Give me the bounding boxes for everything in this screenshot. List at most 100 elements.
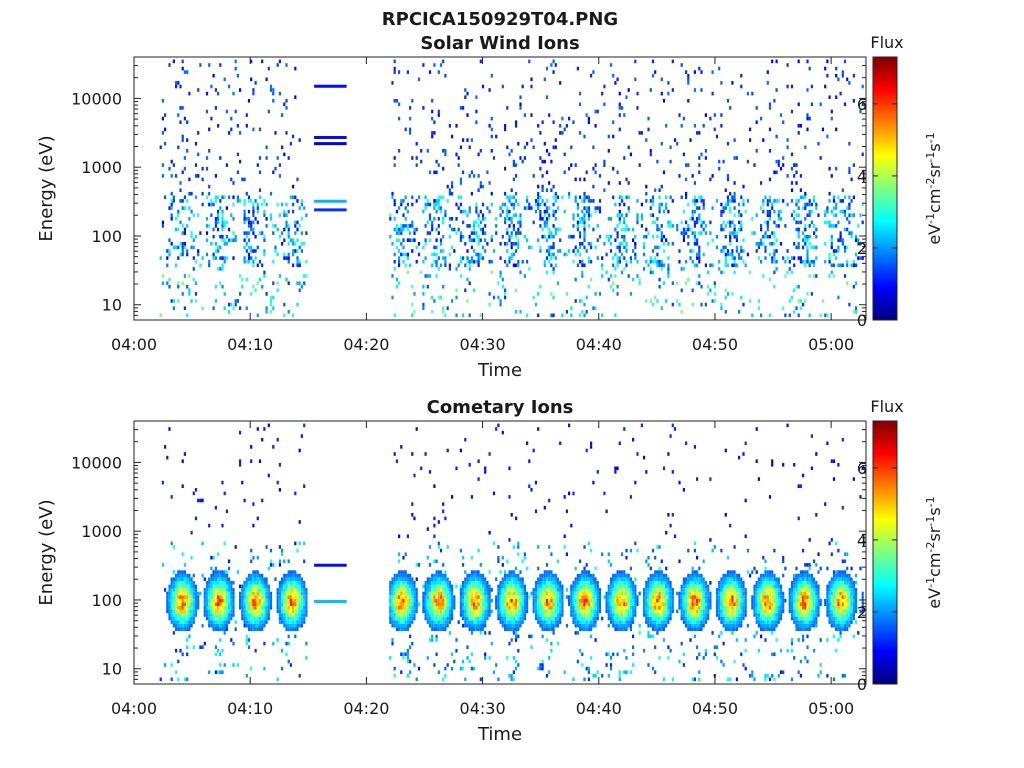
- flux-cell: [760, 181, 763, 185]
- flux-cell: [164, 588, 167, 592]
- flux-cell: [515, 588, 518, 592]
- flux-cell: [512, 573, 515, 578]
- flux-cell: [404, 584, 407, 589]
- flux-cell: [718, 166, 721, 171]
- flux-cell: [294, 627, 297, 632]
- flux-cell: [437, 670, 440, 674]
- flux-cell: [583, 220, 586, 225]
- flux-cell: [515, 634, 518, 639]
- flux-cell: [490, 127, 493, 132]
- flux-cell: [594, 602, 597, 606]
- flux-cell: [621, 613, 624, 617]
- flux-cell: [861, 102, 864, 107]
- flux-cell: [400, 595, 403, 599]
- flux-cell: [214, 584, 217, 589]
- flux-cell: [726, 263, 730, 268]
- flux-cell: [614, 595, 617, 599]
- flux-cell: [166, 455, 169, 460]
- flux-cell: [740, 84, 743, 89]
- flux-cell: [519, 213, 522, 217]
- flux-cell: [693, 181, 696, 185]
- flux-cell: [181, 620, 184, 624]
- flux-cell: [389, 602, 392, 606]
- flux-cell: [594, 170, 597, 175]
- flux-cell: [292, 602, 295, 606]
- flux-cell: [832, 224, 836, 228]
- flux-cell: [490, 73, 493, 78]
- flux-cell: [545, 602, 549, 606]
- flux-cell: [512, 545, 515, 549]
- flux-cell: [442, 623, 445, 628]
- flux-cell: [402, 598, 405, 603]
- flux-cell: [278, 274, 281, 278]
- flux-cell: [731, 249, 734, 253]
- flux-cell: [172, 602, 175, 606]
- flux-cell: [221, 616, 224, 621]
- flux-cell: [621, 195, 624, 200]
- flux-cell: [422, 595, 425, 599]
- flux-cell: [451, 588, 454, 592]
- flux-cell: [627, 227, 630, 232]
- flux-cell: [263, 213, 266, 217]
- flux-cell: [459, 209, 462, 214]
- flux-cell: [618, 677, 621, 682]
- flux-cell: [464, 623, 467, 628]
- flux-cell: [428, 584, 432, 589]
- flux-cell: [813, 245, 816, 250]
- flux-cell: [435, 252, 438, 257]
- flux-cell: [439, 598, 443, 603]
- flux-cell: [751, 313, 754, 318]
- flux-cell: [590, 609, 593, 614]
- flux-cell: [691, 217, 694, 221]
- flux-cell: [451, 584, 454, 589]
- flux-cell: [649, 206, 652, 210]
- flux-cell: [609, 591, 613, 596]
- flux-cell: [563, 252, 566, 257]
- flux-cell: [512, 620, 515, 624]
- flux-cell: [442, 509, 445, 514]
- flux-cell: [572, 491, 575, 496]
- flux-cell: [515, 659, 518, 664]
- flux-cell: [475, 234, 478, 239]
- flux-cell: [517, 259, 520, 264]
- flux-cell: [713, 113, 716, 117]
- flux-cell: [515, 124, 518, 128]
- flux-cell: [552, 616, 555, 621]
- flux-cell: [603, 84, 606, 89]
- flux-cell: [645, 191, 648, 196]
- flux-cell: [214, 88, 217, 92]
- flux-cell: [300, 595, 303, 599]
- flux-cell: [462, 595, 465, 599]
- flux-cell: [848, 141, 851, 146]
- flux-cell: [517, 220, 520, 225]
- flux-cell: [444, 73, 447, 78]
- flux-cell: [762, 274, 765, 278]
- flux-cell: [517, 263, 520, 268]
- flux-cell: [583, 620, 586, 624]
- flux-cell: [497, 613, 500, 617]
- flux-cell: [583, 206, 586, 210]
- flux-cell: [585, 627, 588, 632]
- flux-cell: [720, 202, 723, 207]
- flux-cell: [519, 620, 522, 624]
- flux-cell: [782, 256, 785, 260]
- flux-cell: [760, 259, 763, 264]
- flux-cell: [508, 641, 511, 646]
- flux-cell: [256, 606, 259, 610]
- flux-cell: [177, 577, 180, 581]
- flux-cell: [283, 313, 286, 318]
- flux-cell: [292, 202, 295, 207]
- flux-cell: [855, 310, 858, 314]
- flux-cell: [258, 620, 262, 624]
- flux-cell: [698, 259, 701, 264]
- flux-cell: [278, 591, 281, 596]
- flux-cell: [256, 581, 259, 585]
- flux-cell: [563, 545, 566, 549]
- flux-cell: [300, 598, 303, 603]
- flux-cell: [596, 606, 599, 610]
- flux-cell: [855, 281, 858, 285]
- flux-cell: [618, 570, 621, 574]
- flux-cell: [510, 627, 513, 632]
- flux-cell: [232, 602, 235, 606]
- flux-cell: [402, 588, 405, 592]
